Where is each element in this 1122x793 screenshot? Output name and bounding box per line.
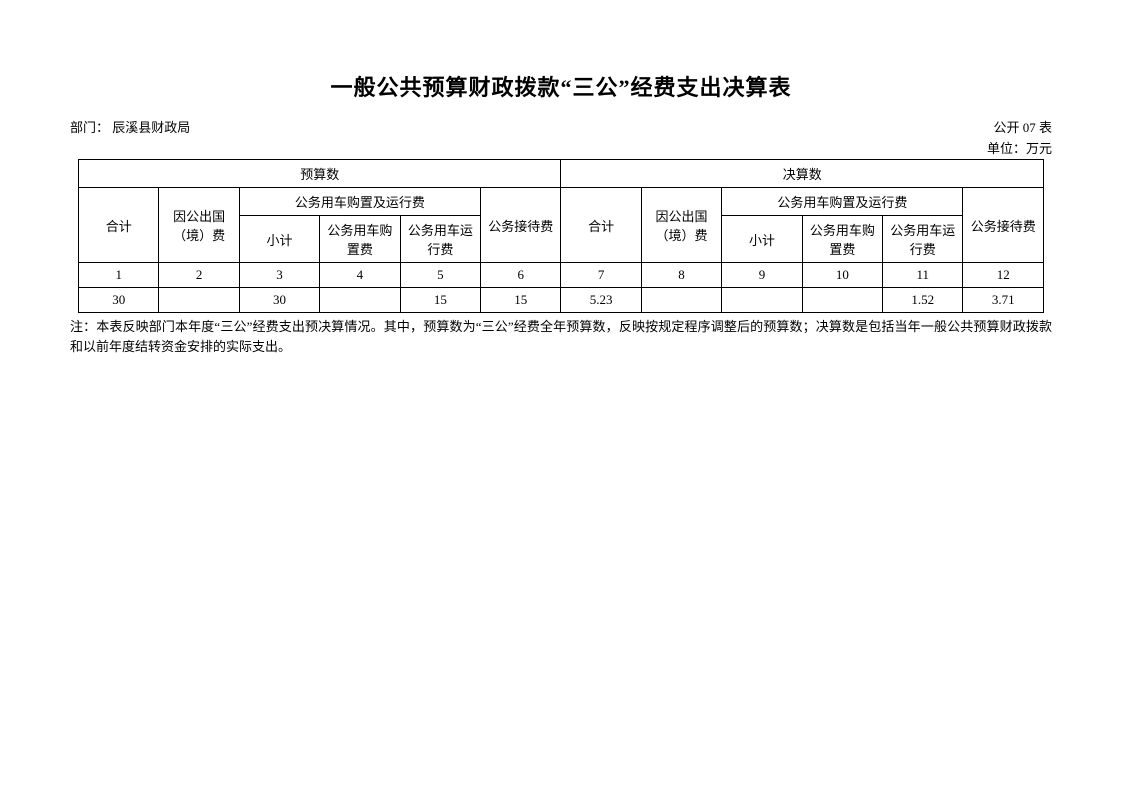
form-number: 公开 07 表 [993,117,1052,136]
data-row: 30 30 15 15 5.23 1.52 3.71 [79,288,1044,313]
col-reception-final: 公务接待费 [963,188,1044,263]
col-subtotal-final: 小计 [722,216,802,263]
col-vehicle-operation-budget: 公务用车运行费 [400,216,480,263]
department-info: 部门： 辰溪县财政局 [70,117,190,136]
data-cell-1: 30 [79,288,159,313]
column-number-row: 1 2 3 4 5 6 7 8 9 10 11 12 [79,263,1044,288]
final-header: 决算数 [561,160,1044,188]
colnum-7: 7 [561,263,641,288]
colnum-8: 8 [641,263,721,288]
col-vehicle-purchase-budget: 公务用车购置费 [320,216,400,263]
col-vehicle-operation-final: 公务用车运行费 [883,216,963,263]
data-cell-8 [641,288,721,313]
data-cell-4 [320,288,400,313]
col-total-final: 合计 [561,188,641,263]
col-abroad-final: 因公出国（境）费 [641,188,721,263]
data-cell-3: 30 [239,288,319,313]
colnum-3: 3 [239,263,319,288]
colnum-10: 10 [802,263,882,288]
data-cell-5: 15 [400,288,480,313]
data-cell-11: 1.52 [883,288,963,313]
data-cell-2 [159,288,239,313]
colnum-6: 6 [481,263,561,288]
unit-label: 单位：万元 [70,138,1052,157]
colnum-12: 12 [963,263,1044,288]
col-vehicle-group-final: 公务用车购置及运行费 [722,188,963,216]
department-name: 辰溪县财政局 [112,120,190,135]
footnote: 注：本表反映部门本年度“三公”经费支出预决算情况。其中，预算数为“三公”经费全年… [70,317,1052,356]
col-reception-budget: 公务接待费 [481,188,561,263]
col-total-budget: 合计 [79,188,159,263]
budget-header: 预算数 [79,160,561,188]
budget-table: 预算数 决算数 合计 因公出国（境）费 公务用车购置及运行费 公务接待费 合计 … [78,159,1044,313]
data-cell-6: 15 [481,288,561,313]
col-subtotal-budget: 小计 [239,216,319,263]
department-label: 部门： [70,120,109,135]
colnum-4: 4 [320,263,400,288]
page-title: 一般公共预算财政拨款“三公”经费支出决算表 [70,70,1052,102]
header-row: 部门： 辰溪县财政局 公开 07 表 [70,117,1052,136]
colnum-11: 11 [883,263,963,288]
col-vehicle-group-budget: 公务用车购置及运行费 [239,188,480,216]
data-cell-10 [802,288,882,313]
colnum-9: 9 [722,263,802,288]
colnum-1: 1 [79,263,159,288]
data-cell-12: 3.71 [963,288,1044,313]
data-cell-9 [722,288,802,313]
col-vehicle-purchase-final: 公务用车购置费 [802,216,882,263]
colnum-2: 2 [159,263,239,288]
col-abroad-budget: 因公出国（境）费 [159,188,239,263]
data-cell-7: 5.23 [561,288,641,313]
colnum-5: 5 [400,263,480,288]
